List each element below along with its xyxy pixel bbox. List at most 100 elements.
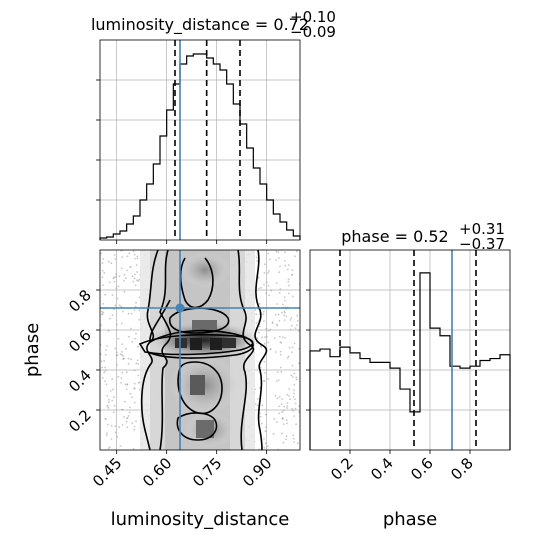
phase-hist-step [309, 272, 511, 450]
sample-point [275, 282, 278, 284]
sample-point [285, 419, 288, 421]
sample-point [120, 350, 123, 353]
sample-point [138, 309, 141, 312]
sample-point [120, 377, 123, 379]
sample-point [294, 327, 297, 330]
sample-point [278, 412, 280, 415]
sample-point [255, 322, 258, 324]
sample-point [107, 329, 110, 332]
sample-point [125, 420, 128, 423]
sample-point [269, 328, 272, 331]
sample-point [108, 401, 110, 404]
sample-point [111, 378, 114, 381]
sample-point [284, 260, 286, 262]
luminosity-distance-title-plus: +0.10 [290, 8, 336, 26]
sample-point [273, 337, 276, 340]
luminosity-distance-hist-frame [99, 39, 301, 241]
sample-point [285, 438, 287, 441]
sample-point [291, 346, 294, 349]
sample-point [121, 371, 124, 374]
sample-point [293, 389, 295, 391]
sample-point [275, 259, 278, 261]
sample-point [111, 399, 114, 402]
sample-point [261, 336, 263, 339]
sample-point [263, 446, 266, 449]
sample-point [296, 320, 299, 322]
sample-point [287, 280, 290, 283]
sample-point [259, 325, 261, 328]
sample-point [136, 359, 139, 362]
sample-point [281, 411, 283, 413]
sample-point [267, 445, 269, 448]
sample-point [104, 293, 107, 296]
sample-point [101, 270, 104, 272]
sample-point [121, 424, 124, 426]
sample-point [110, 425, 113, 427]
sample-point [133, 382, 136, 385]
sample-point [114, 431, 117, 434]
sample-point [126, 426, 129, 429]
sample-point [286, 422, 288, 425]
sample-point [117, 285, 120, 288]
sample-point [127, 357, 130, 360]
sample-point [269, 258, 271, 261]
sample-point [260, 422, 263, 425]
sample-point [282, 410, 285, 412]
luminosity-distance-histogram-panel: luminosity_distance = 0.72 +0.10 −0.09 [91, 8, 336, 244]
sample-point [126, 255, 129, 258]
sample-point [129, 406, 131, 409]
sample-point [290, 374, 293, 377]
sample-point [268, 294, 271, 297]
phase-axis-label-bottom: phase [383, 509, 437, 530]
sample-point [124, 383, 127, 386]
sample-point [107, 407, 110, 409]
sample-point [293, 384, 296, 386]
sample-point [286, 268, 289, 271]
sample-point [284, 251, 286, 254]
sample-point [292, 376, 294, 378]
sample-point [279, 265, 281, 268]
sample-point [133, 277, 136, 280]
sample-point [284, 336, 286, 339]
sample-point [295, 423, 297, 426]
sample-point [275, 250, 278, 253]
sample-point [263, 283, 265, 286]
sample-point [280, 403, 283, 405]
sample-point [267, 341, 270, 344]
sample-point [254, 403, 257, 405]
sample-point [283, 405, 286, 408]
sample-point [135, 264, 138, 266]
sample-point [258, 331, 260, 334]
sample-point [136, 279, 139, 282]
sample-point [135, 420, 137, 423]
phase-axis-label: phase [22, 323, 43, 377]
sample-point [279, 353, 282, 356]
sample-point [101, 276, 104, 279]
sample-point [276, 421, 278, 423]
sample-point [136, 257, 139, 260]
sample-point [102, 258, 104, 260]
sample-point [290, 324, 293, 327]
sample-point [293, 415, 295, 417]
sample-point [131, 275, 134, 278]
sample-point [289, 398, 291, 401]
sample-point [267, 378, 269, 380]
sample-point [289, 319, 292, 321]
sample-point [127, 415, 130, 417]
density-contours [138, 250, 268, 450]
sample-point [125, 347, 127, 350]
sample-point [264, 342, 266, 345]
sample-point [105, 383, 108, 386]
sample-point [121, 343, 124, 345]
sample-point [281, 432, 283, 435]
sample-point [282, 441, 285, 444]
sample-point [275, 380, 278, 382]
sample-point [111, 314, 114, 316]
sample-point [278, 405, 281, 408]
sample-point [279, 341, 282, 344]
sample-point [267, 272, 269, 274]
sample-point [286, 402, 289, 404]
sample-point [274, 351, 277, 353]
sample-point [112, 277, 115, 280]
sample-point [288, 388, 290, 390]
